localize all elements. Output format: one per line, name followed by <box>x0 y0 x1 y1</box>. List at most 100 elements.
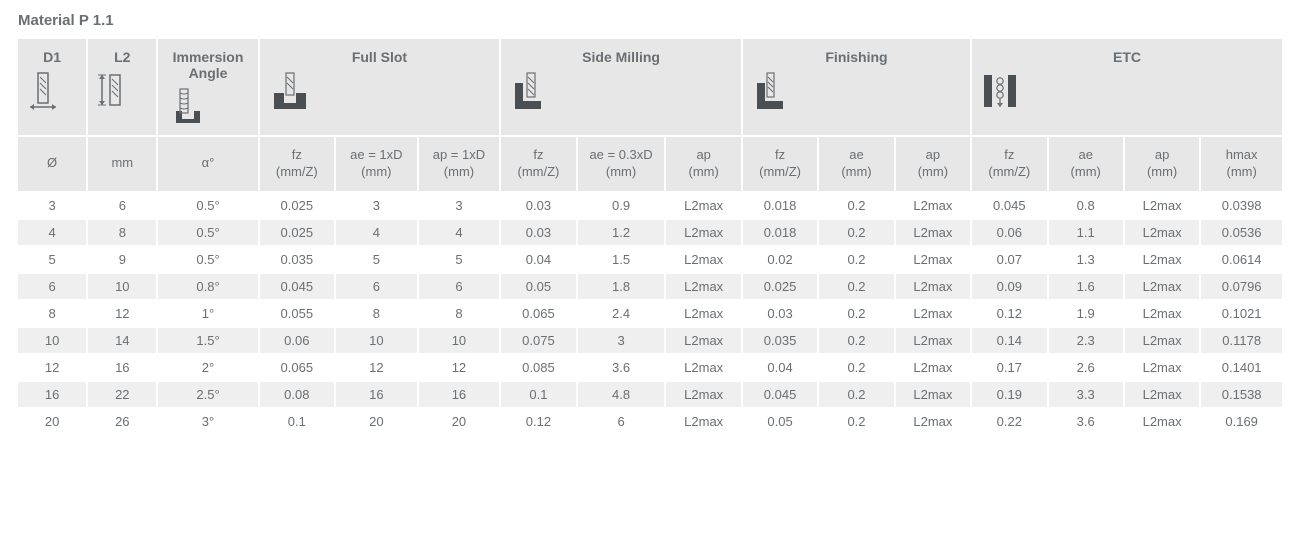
table-row: 20263°0.120200.126L2max0.050.2L2max0.223… <box>18 409 1282 434</box>
cell: 0.025 <box>260 220 334 245</box>
col-header-1: mm <box>88 137 156 191</box>
cell: 4 <box>18 220 86 245</box>
cell: 0.5° <box>158 247 257 272</box>
cell: 0.09 <box>972 274 1046 299</box>
cell: 0.8° <box>158 274 257 299</box>
cell: 0.5° <box>158 193 257 218</box>
cell: L2max <box>896 382 970 407</box>
cell: 0.055 <box>260 301 334 326</box>
cell: 6 <box>336 274 417 299</box>
cell: 0.1538 <box>1201 382 1282 407</box>
cell: 4 <box>419 220 500 245</box>
col-header-4: ae = 1xD(mm) <box>336 137 417 191</box>
group-header-finishing: Finishing <box>743 39 970 135</box>
cell: 9 <box>88 247 156 272</box>
cell: 0.14 <box>972 328 1046 353</box>
table-row: 10141.5°0.0610100.0753L2max0.0350.2L2max… <box>18 328 1282 353</box>
group-label: ETC <box>976 49 1278 65</box>
cell: L2max <box>896 301 970 326</box>
cell: 0.045 <box>743 382 817 407</box>
cell: 6 <box>88 193 156 218</box>
cell: 0.5° <box>158 220 257 245</box>
cell: 0.1021 <box>1201 301 1282 326</box>
cell: 6 <box>578 409 665 434</box>
table-body: 360.5°0.025330.030.9L2max0.0180.2L2max0.… <box>18 193 1282 434</box>
cell: 0.2 <box>819 328 893 353</box>
group-label: D1 <box>22 49 82 65</box>
cell: 3 <box>419 193 500 218</box>
cell: 5 <box>18 247 86 272</box>
page-title: Material P 1.1 <box>18 12 1284 29</box>
group-label: Finishing <box>747 49 966 65</box>
cell: 12 <box>419 355 500 380</box>
cell: L2max <box>1125 328 1199 353</box>
table-row: 360.5°0.025330.030.9L2max0.0180.2L2max0.… <box>18 193 1282 218</box>
table-row: 590.5°0.035550.041.5L2max0.020.2L2max0.0… <box>18 247 1282 272</box>
col-header-9: fz(mm/Z) <box>743 137 817 191</box>
cell: 3° <box>158 409 257 434</box>
finishing-icon <box>747 71 966 111</box>
cell: 0.035 <box>743 328 817 353</box>
table-row: 16222.5°0.0816160.14.8L2max0.0450.2L2max… <box>18 382 1282 407</box>
cell: 0.04 <box>743 355 817 380</box>
cell: 4.8 <box>578 382 665 407</box>
cell: L2max <box>666 274 740 299</box>
cell: 2° <box>158 355 257 380</box>
cell: 5 <box>419 247 500 272</box>
col-header-5: ap = 1xD(mm) <box>419 137 500 191</box>
cell: 0.2 <box>819 274 893 299</box>
cell: 0.05 <box>501 274 575 299</box>
cell: L2max <box>1125 382 1199 407</box>
group-header-row: D1L2Immersion AngleFull SlotSide Milling… <box>18 39 1282 135</box>
cell: L2max <box>896 247 970 272</box>
cell: L2max <box>1125 301 1199 326</box>
cell: 1.5° <box>158 328 257 353</box>
cell: 0.03 <box>501 193 575 218</box>
cell: L2max <box>666 301 740 326</box>
cell: 3 <box>18 193 86 218</box>
col-header-2: α° <box>158 137 257 191</box>
col-header-6: fz(mm/Z) <box>501 137 575 191</box>
cell: 3.6 <box>1049 409 1123 434</box>
cell: L2max <box>1125 355 1199 380</box>
cell: L2max <box>896 328 970 353</box>
d1-icon <box>22 71 82 113</box>
cell: 16 <box>18 382 86 407</box>
group-header-sidemill: Side Milling <box>501 39 741 135</box>
cell: 26 <box>88 409 156 434</box>
sub-header-row: Ømmα°fz(mm/Z)ae = 1xD(mm)ap = 1xD(mm)fz(… <box>18 137 1282 191</box>
cell: 0.045 <box>260 274 334 299</box>
cell: 8 <box>18 301 86 326</box>
group-header-etc: ETC <box>972 39 1282 135</box>
group-header-d1: D1 <box>18 39 86 135</box>
cell: 0.065 <box>260 355 334 380</box>
cell: L2max <box>1125 220 1199 245</box>
cell: 0.085 <box>501 355 575 380</box>
cell: 2.3 <box>1049 328 1123 353</box>
cell: 0.018 <box>743 220 817 245</box>
cell: L2max <box>666 409 740 434</box>
cell: 0.1178 <box>1201 328 1282 353</box>
cell: 3 <box>336 193 417 218</box>
etc-icon <box>976 71 1278 111</box>
cell: 8 <box>336 301 417 326</box>
col-header-13: ae(mm) <box>1049 137 1123 191</box>
cell: 0.1 <box>260 409 334 434</box>
cell: 0.169 <box>1201 409 1282 434</box>
cell: 0.9 <box>578 193 665 218</box>
cell: 0.035 <box>260 247 334 272</box>
cell: L2max <box>896 193 970 218</box>
cutting-data-table: D1L2Immersion AngleFull SlotSide Milling… <box>16 37 1284 436</box>
cell: 0.045 <box>972 193 1046 218</box>
cell: 16 <box>336 382 417 407</box>
sidemill-icon <box>505 71 737 111</box>
cell: 0.06 <box>260 328 334 353</box>
cell: 0.17 <box>972 355 1046 380</box>
cell: L2max <box>1125 274 1199 299</box>
group-header-l2: L2 <box>88 39 156 135</box>
cell: 16 <box>88 355 156 380</box>
cell: 0.2 <box>819 409 893 434</box>
immersion-icon <box>162 87 253 127</box>
cell: 1.8 <box>578 274 665 299</box>
group-header-immersion: Immersion Angle <box>158 39 257 135</box>
